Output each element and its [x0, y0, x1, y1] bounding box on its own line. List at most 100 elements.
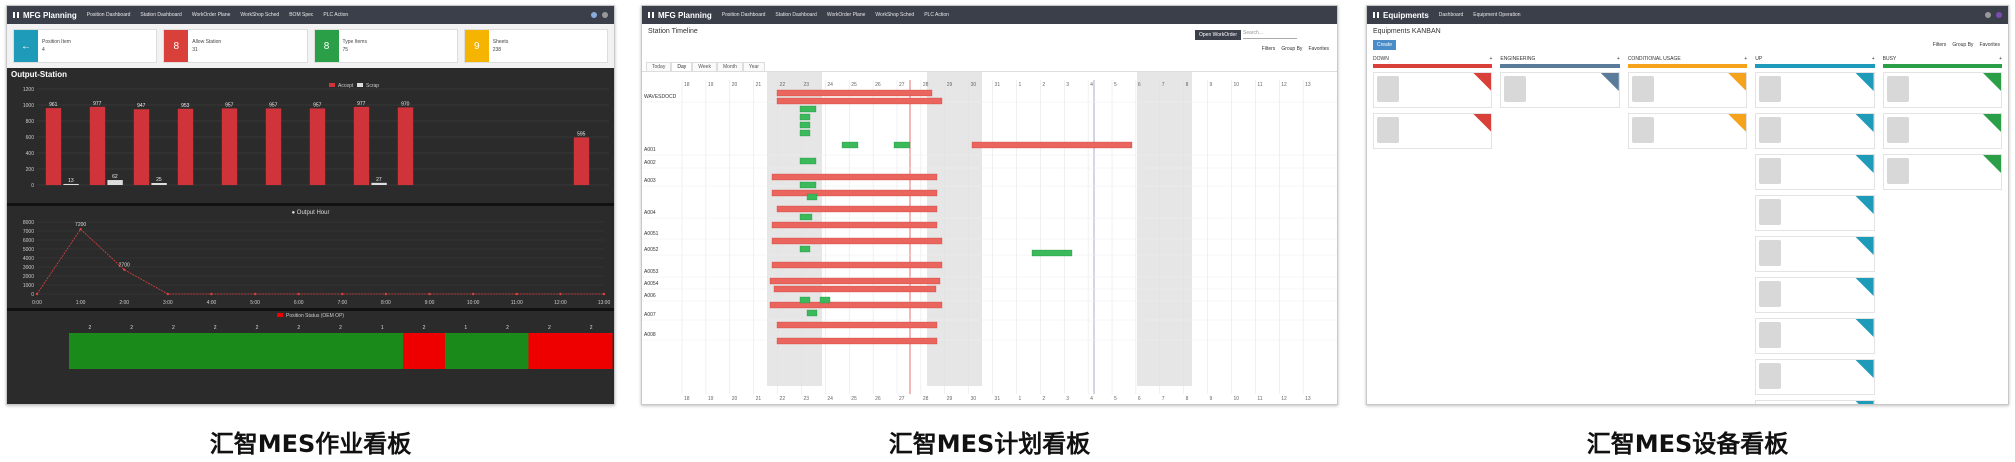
- status-cell: [486, 333, 529, 369]
- day-label: 5: [1114, 82, 1117, 88]
- add-card-icon[interactable]: +: [1999, 56, 2003, 62]
- equipment-card[interactable]: [1373, 72, 1493, 108]
- task-bar: [799, 157, 817, 165]
- app-brand[interactable]: MFG Planning: [13, 11, 77, 20]
- equipment-card[interactable]: [1755, 195, 1875, 231]
- tab-year[interactable]: Year: [742, 62, 765, 71]
- equipment-card[interactable]: [1882, 113, 2003, 149]
- control-panel: Equipments KANBAN Create Filters Group B…: [1367, 24, 2008, 54]
- column-header[interactable]: ENGINEERING +: [1500, 54, 1619, 64]
- equipment-card[interactable]: [1755, 72, 1875, 108]
- add-card-icon[interactable]: +: [1489, 56, 1493, 62]
- nav-item[interactable]: Dashboard: [1438, 12, 1464, 18]
- kpi-card[interactable]: 8 Type Items 75: [313, 29, 458, 63]
- nav-item[interactable]: Equipment Operation: [1473, 12, 1521, 18]
- x-tick-label: 1:00: [76, 300, 86, 306]
- equipment-card[interactable]: [1755, 154, 1875, 190]
- app-brand[interactable]: MFG Planning: [648, 11, 712, 20]
- tick-label: 4000: [23, 256, 34, 262]
- bar-scrap: [63, 183, 79, 185]
- status-ribbon: [1855, 360, 1874, 378]
- status-count: 2: [297, 325, 300, 331]
- nav-item[interactable]: WorkShop Sched: [875, 12, 915, 18]
- search-input[interactable]: Search...: [1243, 30, 1297, 39]
- nav-item[interactable]: PLC Action: [924, 12, 949, 18]
- day-label: 22: [780, 396, 786, 402]
- day-label: 5: [1114, 396, 1117, 402]
- tick-label: 2000: [23, 274, 34, 280]
- gantt-timeline[interactable]: 1818191920202121222223232424252526262727…: [642, 72, 1337, 404]
- add-card-icon[interactable]: +: [1871, 56, 1875, 62]
- day-label: 30: [971, 396, 977, 402]
- equipment-card[interactable]: [1755, 400, 1875, 404]
- kpi-card[interactable]: 8 Allow Station 31: [163, 29, 308, 63]
- tick-label: 400: [26, 151, 35, 157]
- column-header[interactable]: BUSY +: [1883, 54, 2002, 64]
- nav-item[interactable]: Position Dashboard: [86, 12, 131, 18]
- nav-item[interactable]: BOM Spec: [289, 12, 314, 18]
- column-header[interactable]: CONDITIONAL USAGE +: [1628, 54, 1747, 64]
- equipment-card[interactable]: [1627, 113, 1748, 149]
- bar-chart-container: 0 200 400 600 800 1000 1200 961 13 977 62 947 25 953 9…: [7, 81, 614, 203]
- open-workorder-button[interactable]: Open WorkOrder: [1195, 30, 1241, 40]
- apps-grid-icon[interactable]: [648, 12, 654, 18]
- nav-item[interactable]: PLC Action: [323, 12, 349, 18]
- kpi-card[interactable]: ← Position Item 4: [13, 29, 158, 63]
- tab-month[interactable]: Month: [716, 62, 743, 71]
- equipment-card[interactable]: [1627, 72, 1748, 108]
- favorites-button[interactable]: Favorites: [1979, 42, 2000, 48]
- nav-item[interactable]: Station Dashboard: [140, 12, 182, 18]
- bar-accept: [45, 108, 62, 185]
- equipment-card[interactable]: [1755, 318, 1875, 354]
- add-card-icon[interactable]: +: [1744, 56, 1748, 62]
- kpi-label: Position Item: [42, 39, 71, 45]
- day-label: 24: [827, 396, 833, 402]
- filters-button[interactable]: Filters: [1261, 46, 1276, 52]
- row-label: A006: [644, 293, 656, 299]
- nav-item[interactable]: WorkShop Sched: [240, 12, 280, 18]
- nav-item[interactable]: Position Dashboard: [721, 12, 766, 18]
- nav-item[interactable]: WorkOrder Plane: [191, 12, 231, 18]
- equipment-card[interactable]: [1882, 154, 2003, 190]
- filters-button[interactable]: Filters: [1932, 42, 1947, 48]
- day-label: 2: [1042, 82, 1045, 88]
- bar-accept: [133, 109, 150, 185]
- chat-icon[interactable]: [1985, 12, 1991, 18]
- nav-item[interactable]: WorkOrder Plane: [826, 12, 866, 18]
- apps-grid-icon[interactable]: [1373, 12, 1379, 18]
- column-header[interactable]: DOWN +: [1373, 54, 1492, 64]
- group-by-button[interactable]: Group By: [1952, 42, 1974, 48]
- row-label: A0051: [644, 231, 659, 237]
- column-header[interactable]: UP +: [1755, 54, 1874, 64]
- equipment-card[interactable]: [1755, 113, 1875, 149]
- tick-label: 0: [31, 183, 34, 189]
- app-brand[interactable]: Equipments: [1373, 11, 1429, 20]
- status-ribbon: [1983, 114, 2002, 132]
- tab-day[interactable]: Day: [671, 62, 693, 71]
- tab-today[interactable]: Today: [646, 62, 672, 71]
- series-line: [36, 228, 604, 295]
- apps-grid-icon[interactable]: [13, 12, 19, 18]
- favorites-button[interactable]: Favorites: [1308, 46, 1329, 52]
- status-cell: [194, 333, 237, 369]
- notification-icon[interactable]: [591, 12, 597, 18]
- equipment-card[interactable]: [1755, 359, 1875, 395]
- tab-week[interactable]: Week: [692, 62, 717, 71]
- equipment-card[interactable]: [1755, 277, 1875, 313]
- user-avatar-icon[interactable]: [602, 12, 608, 18]
- user-avatar-icon[interactable]: [1996, 12, 2002, 18]
- nav-item[interactable]: Station Dashboard: [775, 12, 817, 18]
- x-tick-label: 6:00: [294, 300, 304, 306]
- bar-label: 595: [577, 131, 586, 137]
- equipment-card[interactable]: [1882, 72, 2003, 108]
- type-icon: 8: [314, 30, 339, 62]
- equipment-card[interactable]: [1755, 236, 1875, 272]
- task-bar: [893, 141, 911, 149]
- group-by-button[interactable]: Group By: [1281, 46, 1303, 52]
- create-button[interactable]: Create: [1373, 40, 1397, 50]
- add-card-icon[interactable]: +: [1616, 56, 1620, 62]
- status-cell: [69, 333, 112, 369]
- equipment-card[interactable]: [1500, 72, 1620, 108]
- kpi-card[interactable]: 9 Sheets 238: [463, 29, 608, 63]
- equipment-card[interactable]: [1373, 113, 1493, 149]
